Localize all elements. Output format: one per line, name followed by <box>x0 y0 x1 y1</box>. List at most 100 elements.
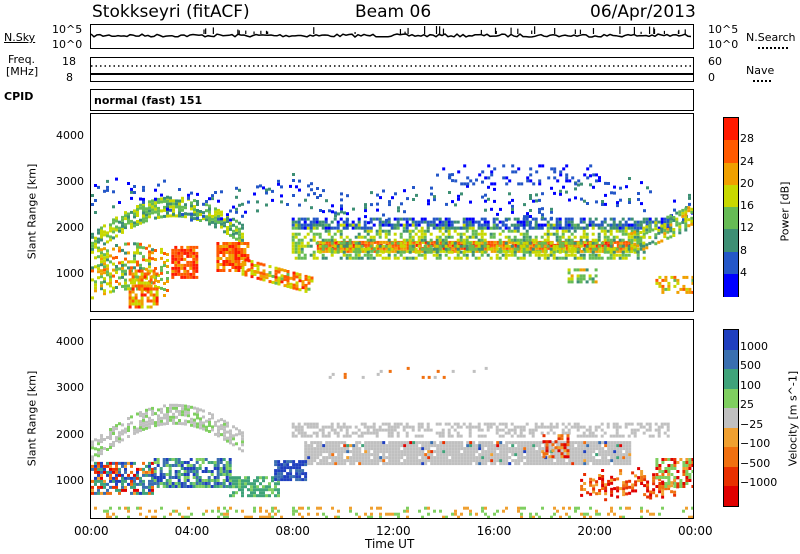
range-gate-cell <box>637 192 640 195</box>
range-gate-cell <box>505 246 509 250</box>
range-gate-cell <box>286 273 290 276</box>
range-gate-cell <box>478 456 482 460</box>
range-gate-cell <box>139 482 142 486</box>
range-gate-cell <box>568 179 572 183</box>
range-gate-cell <box>502 444 506 448</box>
range-gate-cell <box>657 228 661 232</box>
range-gate-cell <box>598 453 602 457</box>
range-gate-cell <box>444 241 448 245</box>
range-gate-cell <box>133 260 136 264</box>
range-gate-cell <box>226 232 229 235</box>
range-gate-cell <box>589 453 593 457</box>
range-gate-cell <box>547 462 551 466</box>
range-gate-cell <box>508 249 512 253</box>
range-gate-cell <box>259 262 263 266</box>
range-gate-cell <box>142 197 145 201</box>
range-gate-cell <box>501 428 505 432</box>
range-gate-cell <box>162 476 166 479</box>
range-gate-cell <box>100 263 103 267</box>
range-gate-cell <box>140 299 144 303</box>
range-gate-cell <box>459 232 463 236</box>
range-gate-cell <box>274 494 277 498</box>
range-gate-cell <box>622 481 626 485</box>
range-gate-cell <box>406 197 409 201</box>
range-gate-cell <box>642 425 646 429</box>
range-gate-cell <box>691 461 693 464</box>
range-gate-cell <box>475 459 479 463</box>
range-gate-cell <box>622 240 626 244</box>
range-gate-cell <box>174 254 178 258</box>
range-gate-cell <box>319 450 323 454</box>
range-gate-cell <box>160 277 163 281</box>
range-gate-cell <box>109 431 112 434</box>
range-gate-cell <box>543 232 547 236</box>
range-gate-cell <box>573 229 577 233</box>
range-gate-cell <box>417 229 421 233</box>
range-gate-cell <box>472 444 476 448</box>
range-gate-cell <box>381 220 385 224</box>
range-gate-cell <box>319 240 323 244</box>
colorbar-segment <box>724 273 738 297</box>
range-gate-cell <box>106 488 109 492</box>
range-gate-cell <box>241 263 245 267</box>
range-gate-cell <box>586 240 590 244</box>
range-gate-cell <box>438 256 442 260</box>
range-gate-cell <box>424 447 428 451</box>
range-gate-cell <box>402 226 406 230</box>
range-gate-cell <box>438 238 442 242</box>
range-gate-cell <box>349 249 353 253</box>
range-gate-cell <box>526 441 530 445</box>
range-gate-cell <box>334 459 338 463</box>
range-gate-cell <box>304 472 308 476</box>
range-gate-cell <box>565 190 568 194</box>
range-gate-cell <box>378 428 382 432</box>
range-gate-cell <box>181 196 184 200</box>
range-gate-cell <box>235 237 238 241</box>
range-gate-cell <box>555 223 559 227</box>
range-gate-cell <box>481 447 485 451</box>
range-gate-cell <box>507 253 511 257</box>
range-gate-cell <box>519 220 523 224</box>
range-gate-cell <box>131 272 135 276</box>
range-gate-cell <box>112 479 115 483</box>
range-gate-cell <box>330 238 334 242</box>
range-gate-cell <box>241 202 244 206</box>
range-gate-cell <box>682 470 686 473</box>
range-gate-cell <box>394 240 398 244</box>
range-gate-cell <box>94 476 97 480</box>
range-gate-cell <box>223 437 226 441</box>
range-gate-cell <box>235 433 238 437</box>
range-gate-cell <box>186 254 190 258</box>
range-gate-cell <box>342 226 346 230</box>
range-gate-cell <box>598 492 602 495</box>
noise-tick-top-left: 10^5 <box>52 23 83 36</box>
range-gate-cell <box>250 275 254 279</box>
range-gate-cell <box>327 425 331 429</box>
range-gate-cell <box>625 243 629 247</box>
range-gate-cell <box>447 223 451 227</box>
range-gate-cell <box>124 430 127 434</box>
range-gate-cell <box>364 453 368 457</box>
range-gate-cell <box>546 235 550 239</box>
range-gate-cell <box>424 444 428 448</box>
range-gate-cell <box>655 461 659 464</box>
range-gate-cell <box>262 479 265 483</box>
range-gate-cell <box>627 226 631 230</box>
range-gate-cell <box>592 456 596 460</box>
range-gate-cell <box>208 204 211 208</box>
range-gate-cell <box>466 450 470 454</box>
range-gate-cell <box>456 422 460 426</box>
velocity-heatmap <box>91 366 693 518</box>
range-gate-cell <box>366 247 370 251</box>
range-gate-cell <box>307 450 311 454</box>
range-gate-cell <box>109 229 112 233</box>
range-gate-cell <box>183 467 187 470</box>
range-gate-cell <box>133 428 136 432</box>
range-gate-cell <box>277 494 280 498</box>
range-gate-cell <box>379 450 383 454</box>
range-gate-cell <box>178 208 181 212</box>
range-gate-cell <box>103 292 106 296</box>
range-gate-cell <box>319 444 323 448</box>
range-gate-cell <box>262 485 265 489</box>
range-gate-cell <box>609 434 613 438</box>
